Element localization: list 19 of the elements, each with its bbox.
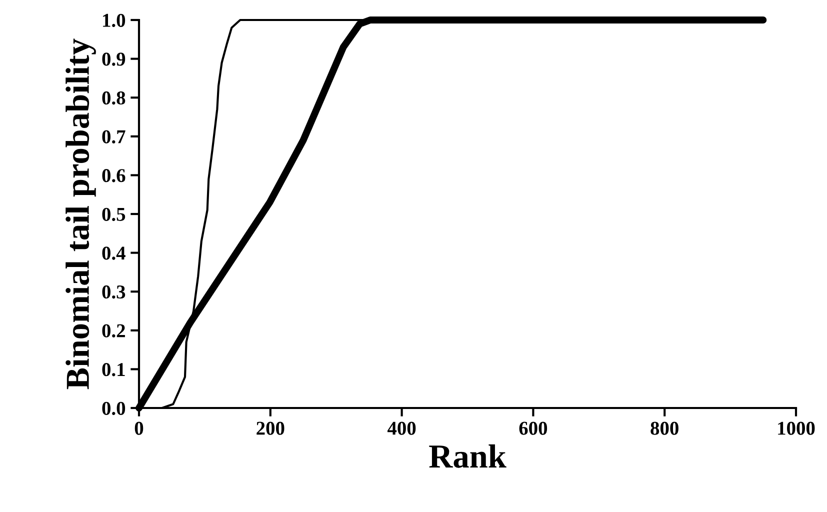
x-tick-label: 400	[387, 422, 416, 435]
x-axis-title: Rank	[429, 444, 506, 468]
y-tick-label: 0.1	[102, 363, 125, 376]
y-axis-title: Binomial tail probability	[66, 38, 96, 390]
x-tick-label: 0	[134, 422, 144, 435]
y-tick-label: 0.6	[102, 169, 126, 182]
x-tick-label: 1000	[778, 422, 815, 435]
y-tick-label: 0.0	[102, 402, 126, 416]
y-tick-label: 1.0	[103, 14, 126, 28]
y-tick-label: 0.9	[102, 52, 126, 66]
y-tick-label: 0.4	[102, 246, 126, 260]
y-tick-label: 0.7	[102, 130, 126, 144]
x-tick-label: 600	[519, 422, 548, 435]
y-tick-label: 0.3	[102, 285, 126, 299]
y-tick-label: 0.5	[102, 208, 126, 222]
y-tick-label: 0.8	[102, 91, 126, 105]
x-tick-label: 800	[650, 422, 678, 435]
x-tick-label: 200	[256, 422, 284, 435]
y-tick-label: 0.2	[102, 324, 125, 338]
